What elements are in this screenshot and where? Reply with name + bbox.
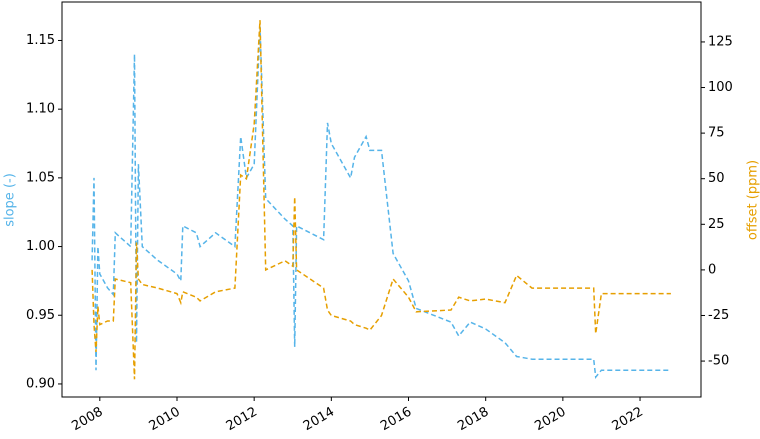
y-tick-label: 0.95 — [26, 308, 55, 323]
y-tick-label: 1.05 — [26, 170, 55, 185]
plot-frame — [62, 2, 701, 397]
x-tick-label: 2022 — [610, 405, 646, 435]
x-tick-label: 2016 — [378, 405, 414, 435]
x-tick-label: 2020 — [532, 405, 568, 435]
y2-tick-label: -25 — [708, 308, 729, 323]
y2-tick-label: -50 — [708, 354, 729, 369]
y2-tick-label: 100 — [708, 80, 733, 95]
y2-tick-label: 75 — [708, 126, 725, 141]
x-tick-label: 2012 — [224, 405, 260, 435]
series-line — [92, 20, 671, 379]
y2-tick-label: 125 — [708, 34, 733, 49]
x-tick-label: 2014 — [301, 405, 337, 435]
y-tick-label: 1.15 — [26, 33, 55, 48]
x-tick-label: 2008 — [69, 405, 105, 435]
y2-axis-label: offset (ppm) — [746, 160, 760, 240]
x-tick-label: 2018 — [455, 405, 491, 435]
y2-tick-label: 50 — [708, 171, 725, 186]
y2-tick-label: 25 — [708, 217, 725, 232]
y-tick-label: 1.10 — [26, 102, 55, 117]
x-tick-label: 2010 — [147, 405, 183, 435]
y-axis-label: slope (-) — [3, 173, 18, 227]
y2-tick-label: 0 — [708, 262, 716, 277]
y-tick-label: 1.00 — [26, 239, 55, 254]
y-tick-label: 0.90 — [26, 376, 55, 391]
series-line — [92, 27, 671, 377]
